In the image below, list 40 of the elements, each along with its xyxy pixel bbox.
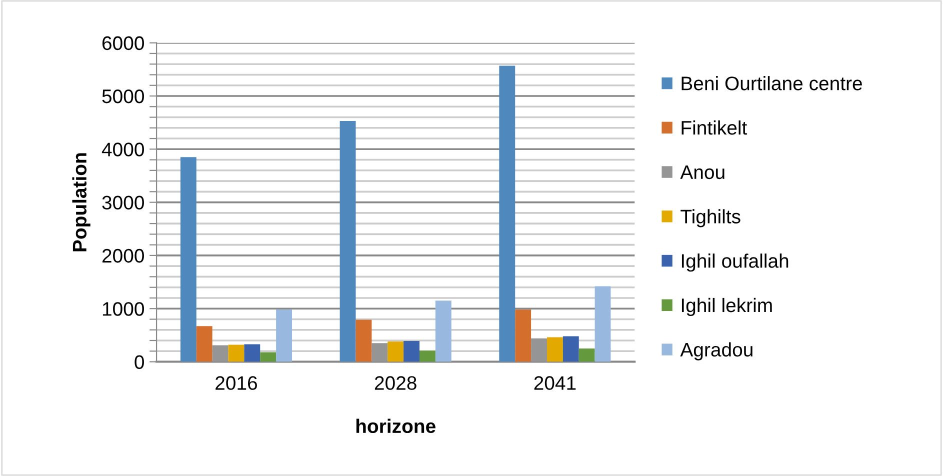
y-tick-label: 3000 [102, 196, 144, 210]
bar [562, 336, 579, 362]
bar [260, 352, 276, 362]
bar [228, 344, 244, 362]
bar [499, 66, 516, 362]
bar [196, 326, 212, 362]
bar [356, 320, 372, 362]
bar [546, 337, 563, 362]
y-tick-label: 2000 [102, 248, 144, 263]
legend-label: Tighilts [680, 209, 740, 228]
legend-label: Ighil lekrim [682, 298, 772, 316]
y-tick-label: 6000 [102, 36, 144, 50]
bar [244, 344, 260, 362]
y-tick-label: 4000 [102, 142, 144, 156]
x-tick-label: 2028 [374, 376, 416, 390]
x-axis-title: horizone [356, 418, 436, 434]
bar [404, 341, 420, 362]
y-tick-label: 0 [134, 355, 144, 369]
bar [340, 120, 356, 362]
legend-label: Anou [680, 166, 724, 180]
y-tick-label: 1000 [102, 302, 144, 316]
bar [515, 310, 532, 362]
y-axis-title: Population [72, 153, 90, 252]
bar [435, 300, 452, 362]
bar [388, 342, 404, 362]
legend-label: Fintikelt [682, 120, 748, 135]
legend-label: Beni Ourtilane centre [682, 76, 862, 90]
bar [372, 343, 388, 362]
bar [212, 345, 228, 362]
bar [276, 310, 292, 362]
bar [578, 348, 595, 362]
legend-label: Agradou [680, 342, 752, 360]
x-tick-label: 2016 [216, 376, 257, 390]
bar [594, 286, 611, 362]
bar [180, 157, 196, 362]
y-tick-label: 5000 [102, 89, 144, 104]
legend-label: Ighil oufallah [682, 254, 788, 272]
bar [419, 350, 436, 362]
x-tick-label: 2041 [534, 376, 576, 390]
bar [531, 338, 547, 362]
